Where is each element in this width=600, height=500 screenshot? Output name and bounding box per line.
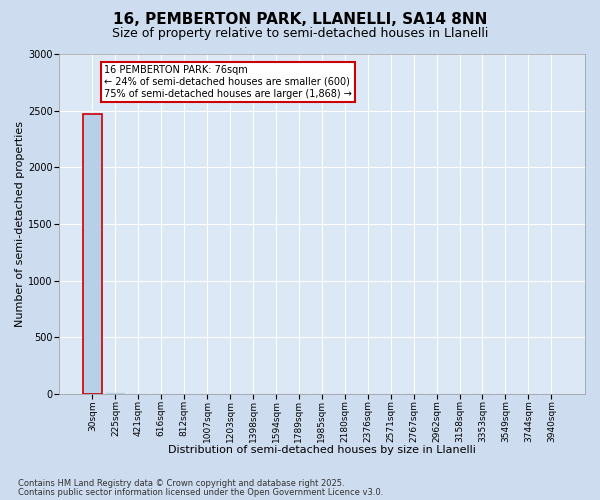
X-axis label: Distribution of semi-detached houses by size in Llanelli: Distribution of semi-detached houses by … xyxy=(168,445,476,455)
Text: Contains public sector information licensed under the Open Government Licence v3: Contains public sector information licen… xyxy=(18,488,383,497)
Text: Size of property relative to semi-detached houses in Llanelli: Size of property relative to semi-detach… xyxy=(112,28,488,40)
Y-axis label: Number of semi-detached properties: Number of semi-detached properties xyxy=(15,121,25,327)
Text: 16, PEMBERTON PARK, LLANELLI, SA14 8NN: 16, PEMBERTON PARK, LLANELLI, SA14 8NN xyxy=(113,12,487,28)
Text: Contains HM Land Registry data © Crown copyright and database right 2025.: Contains HM Land Registry data © Crown c… xyxy=(18,479,344,488)
Text: 16 PEMBERTON PARK: 76sqm
← 24% of semi-detached houses are smaller (600)
75% of : 16 PEMBERTON PARK: 76sqm ← 24% of semi-d… xyxy=(104,66,352,98)
Bar xyxy=(83,114,102,394)
